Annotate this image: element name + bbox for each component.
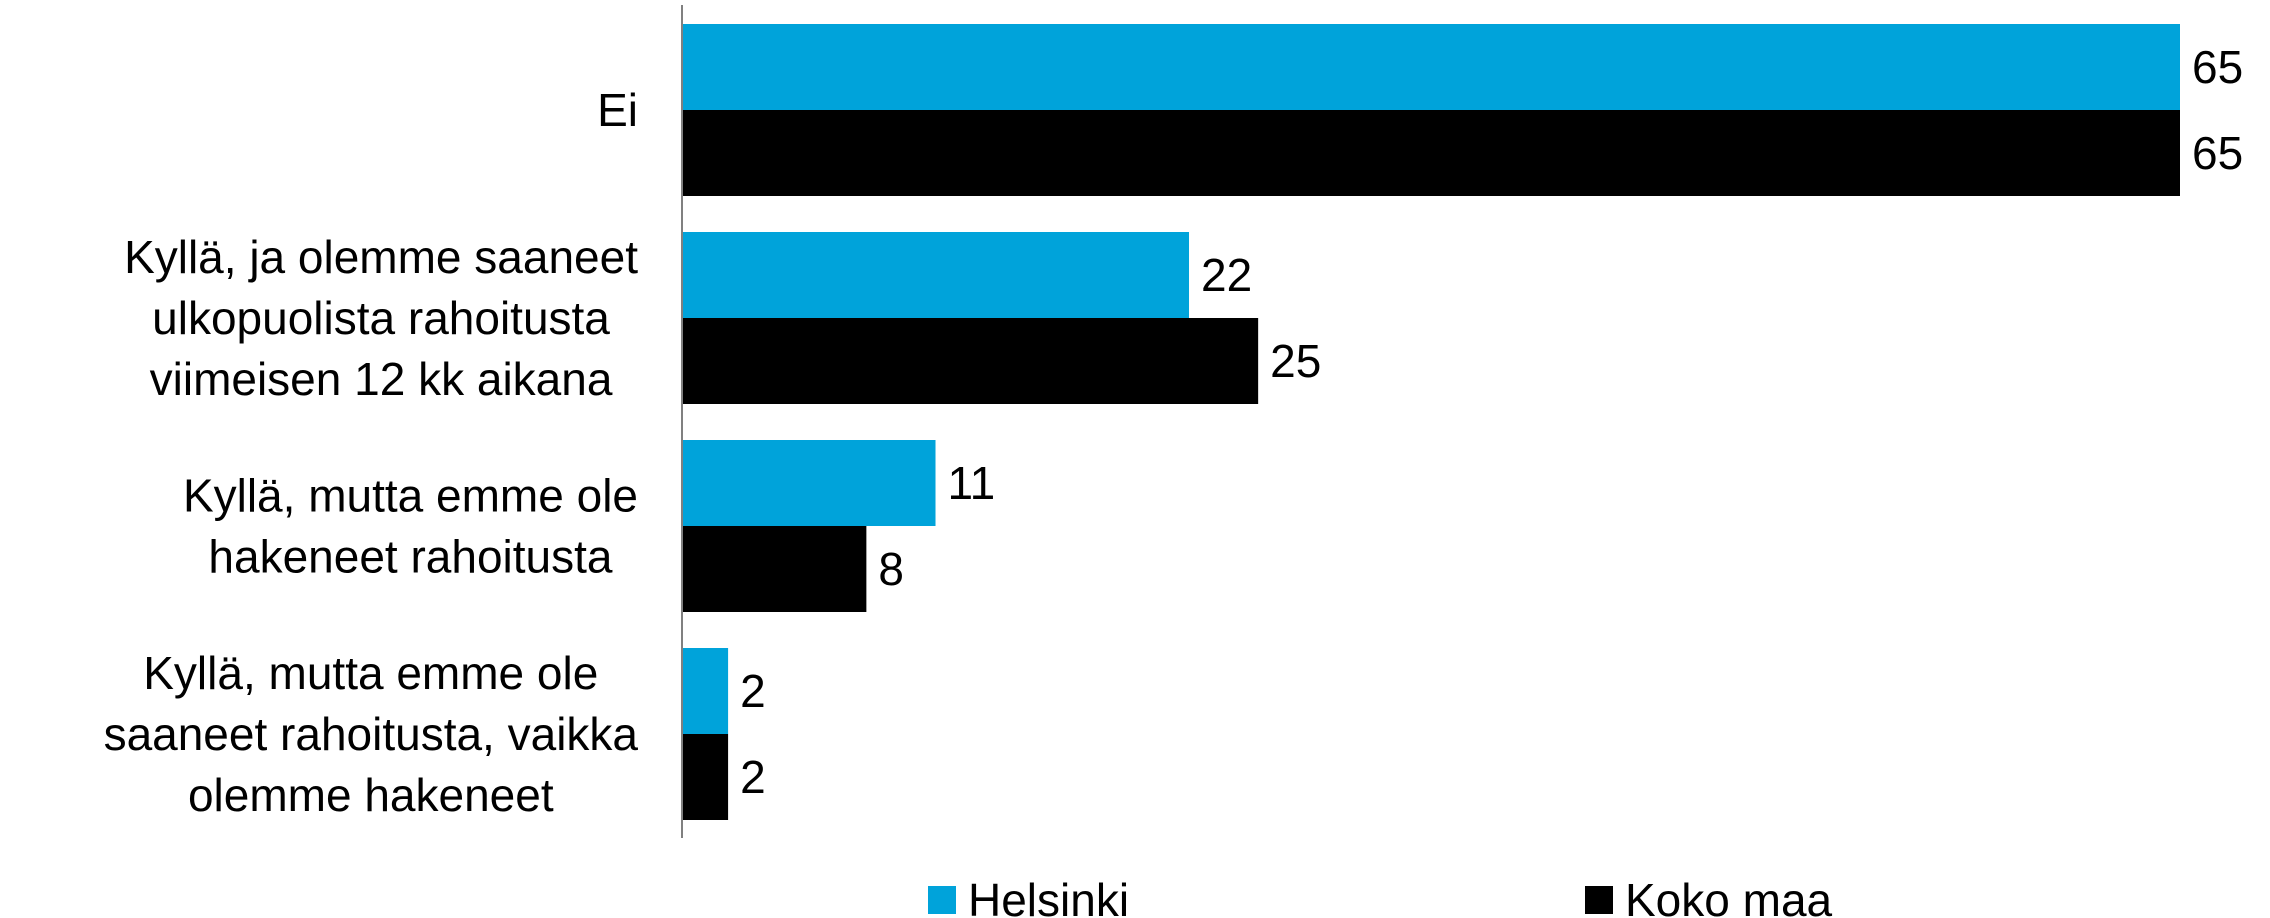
- category-label-line: viimeisen 12 kk aikana: [150, 353, 613, 405]
- bar-helsinki-3: [682, 648, 728, 734]
- bar-koko-maa-0: [682, 110, 2180, 196]
- legend-swatch-koko-maa: [1585, 886, 1613, 914]
- bars-group: [682, 24, 2180, 820]
- bar-helsinki-2: [682, 440, 936, 526]
- legend-label: Koko maa: [1625, 874, 1833, 918]
- data-label: 2: [740, 665, 766, 717]
- category-label-line: Kyllä, mutta emme ole: [143, 647, 598, 699]
- bar-koko-maa-3: [682, 734, 728, 820]
- category-label: Kyllä, mutta emme ole hakeneet rahoitusta: [183, 470, 638, 583]
- data-label: 22: [1201, 249, 1252, 301]
- bar-koko-maa-1: [682, 318, 1258, 404]
- legend-label: Helsinki: [968, 874, 1129, 918]
- category-label-line: Kyllä, mutta emme ole: [183, 470, 638, 522]
- bar-koko-maa-2: [682, 526, 866, 612]
- legend-swatch-helsinki: [928, 886, 956, 914]
- category-label: Kyllä, ja olemme saaneet ulkopuolista rah…: [124, 231, 638, 405]
- data-label: 25: [1270, 335, 1321, 387]
- category-label-line: saaneet rahoitusta, vaikka: [104, 708, 639, 760]
- category-label-line: olemme hakeneet: [188, 769, 554, 821]
- data-label: 11: [948, 457, 996, 509]
- category-labels-group: Ei Kyllä, ja olemme saaneet ulkopuolista r…: [104, 84, 639, 821]
- category-label-line: Ei: [597, 84, 638, 136]
- bar-helsinki-1: [682, 232, 1189, 318]
- category-label-line: hakeneet rahoitusta: [208, 531, 612, 583]
- category-label: Kyllä, mutta emme ole saaneet rahoitusta,…: [104, 647, 639, 821]
- data-label: 2: [740, 751, 766, 803]
- category-label: Ei: [597, 84, 638, 136]
- category-label-line: ulkopuolista rahoitusta: [152, 292, 610, 344]
- data-label: 65: [2192, 127, 2243, 179]
- bar-helsinki-0: [682, 24, 2180, 110]
- data-label: 8: [878, 543, 904, 595]
- legend: Helsinki Koko maa: [928, 874, 1833, 918]
- category-label-line: Kyllä, ja olemme saaneet: [124, 231, 638, 283]
- data-label: 65: [2192, 41, 2243, 93]
